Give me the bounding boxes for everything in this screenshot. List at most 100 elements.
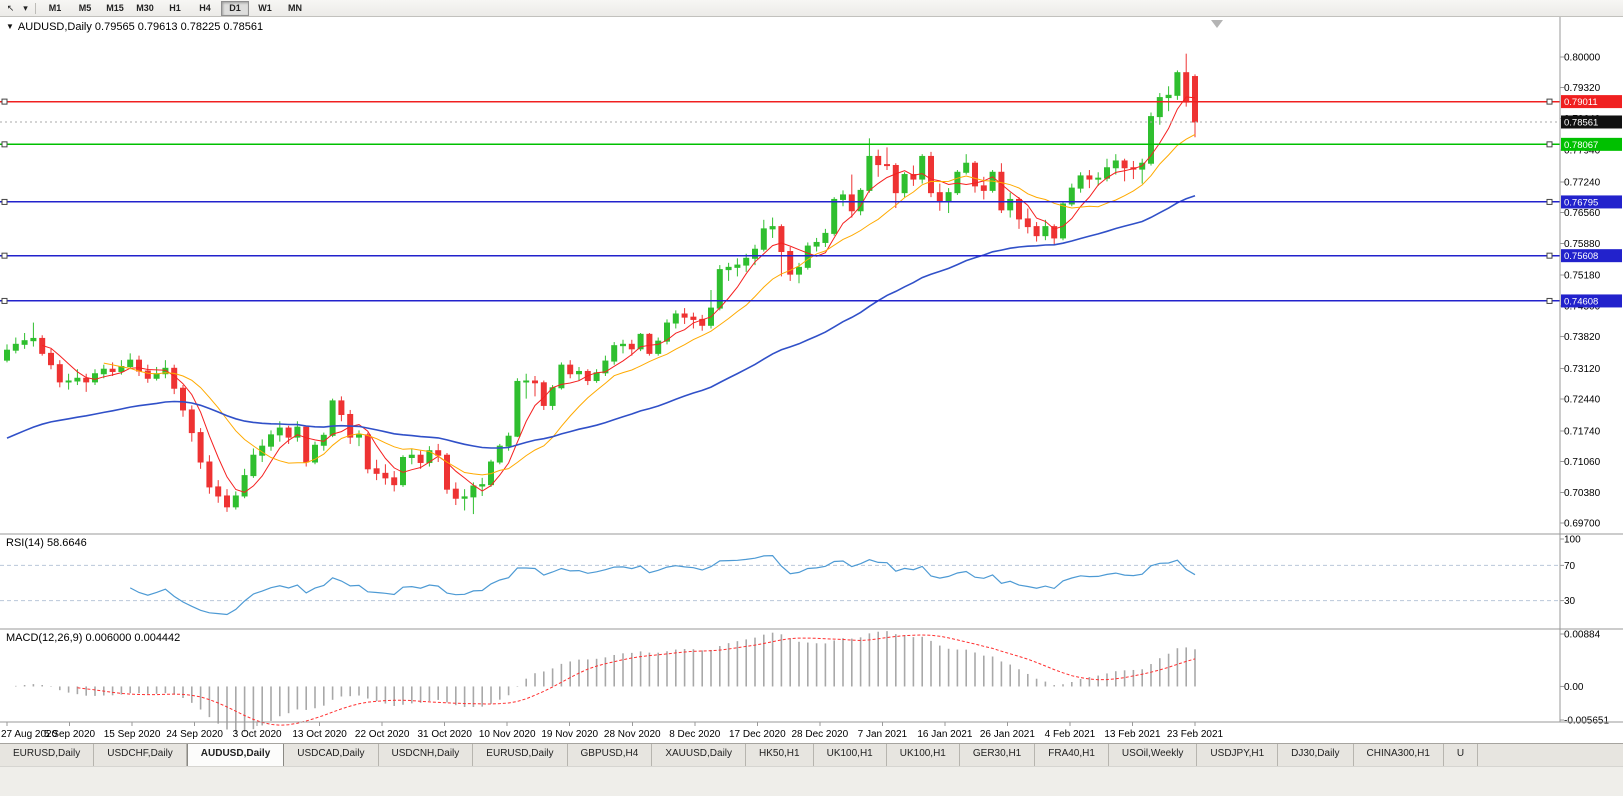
chart-region[interactable]: ▼ AUDUSD,Daily 0.79565 0.79613 0.78225 0.… xyxy=(0,17,1623,743)
date-tick-label: 13 Feb 2021 xyxy=(1104,729,1161,740)
hline-price-badge-label: 0.75608 xyxy=(1564,251,1598,262)
date-tick-label: 27 Aug 2020 xyxy=(1,729,58,740)
timeframe-button-w1[interactable]: W1 xyxy=(258,2,272,13)
chart-tab-uk100-h1[interactable]: UK100,H1 xyxy=(814,744,887,766)
hline-handle[interactable] xyxy=(1546,141,1553,148)
price-tick-label: 0.77240 xyxy=(1564,177,1601,188)
hline-handle[interactable] xyxy=(1,198,8,205)
rsi-line xyxy=(129,554,1196,616)
date-tick-label: 4 Feb 2021 xyxy=(1045,729,1096,740)
hline-handle[interactable] xyxy=(1,98,8,105)
chart-tab-dj30-daily[interactable]: DJ30,Daily xyxy=(1278,744,1354,766)
macd-indicator-label: MACD(12,26,9) 0.006000 0.004442 xyxy=(6,632,181,644)
timeframe-button-h1[interactable]: H1 xyxy=(169,2,181,13)
rsi-scale-label: 100 xyxy=(1564,535,1581,546)
timeframe-button-d1[interactable]: D1 xyxy=(221,0,249,16)
chart-tab-eurusd-daily[interactable]: EURUSD,Daily xyxy=(0,744,95,766)
rsi-scale-label: 70 xyxy=(1564,561,1576,572)
chart-tab-china300-h1[interactable]: CHINA300,H1 xyxy=(1354,744,1444,766)
hline-price-badge-label: 0.79011 xyxy=(1564,97,1598,108)
timeframe-toolbar: ↖ ▾ M1 M5 M15 M30 H1 H4 D1 W1 MN xyxy=(0,0,1623,17)
price-tick-label: 0.70380 xyxy=(1564,488,1601,499)
chart-tab-usdcnh-daily[interactable]: USDCNH,Daily xyxy=(379,744,474,766)
chart-canvas[interactable]: 0.800000.793200.786400.779400.772400.765… xyxy=(0,17,1623,743)
chart-tab-u[interactable]: U xyxy=(1444,744,1479,766)
date-tick-label: 24 Sep 2020 xyxy=(166,729,223,740)
price-tick-label: 0.79320 xyxy=(1564,83,1601,94)
chart-tab-ger30-h1[interactable]: GER30,H1 xyxy=(960,744,1036,766)
chart-tab-usdjpy-h1[interactable]: USDJPY,H1 xyxy=(1197,744,1279,766)
date-tick-label: 15 Sep 2020 xyxy=(104,729,161,740)
timeframe-button-m30[interactable]: M30 xyxy=(136,2,154,13)
date-tick-label: 22 Oct 2020 xyxy=(355,729,410,740)
ma-mid-line xyxy=(103,133,1196,476)
macd-scale-label: 0.00 xyxy=(1564,682,1584,693)
hline-handle[interactable] xyxy=(1,141,8,148)
date-tick-label: 5 Sep 2020 xyxy=(44,729,96,740)
hline-handle[interactable] xyxy=(1,297,8,304)
hline-handle[interactable] xyxy=(1546,252,1553,259)
chart-tab-eurusd-daily[interactable]: EURUSD,Daily xyxy=(473,744,568,766)
hline-0.79011[interactable]: 0.79011 xyxy=(0,95,1622,109)
date-tick-label: 23 Feb 2021 xyxy=(1167,729,1224,740)
chart-title: ▼ AUDUSD,Daily 0.79565 0.79613 0.78225 0.… xyxy=(6,21,263,33)
date-tick-label: 10 Nov 2020 xyxy=(479,729,536,740)
hline-price-badge-label: 0.76795 xyxy=(1564,197,1598,208)
hline-price-badge xyxy=(1561,294,1622,308)
hline-handle[interactable] xyxy=(1546,297,1553,304)
macd-signal-line xyxy=(77,634,1196,726)
price-tick-label: 0.75880 xyxy=(1564,239,1601,250)
chart-tab-uk100-h1[interactable]: UK100,H1 xyxy=(887,744,960,766)
hline-0.78067[interactable]: 0.78067 xyxy=(0,137,1622,151)
hline-handle[interactable] xyxy=(1,252,8,259)
price-tick-label: 0.80000 xyxy=(1564,52,1601,63)
hline-0.76795[interactable]: 0.76795 xyxy=(0,195,1622,209)
date-tick-label: 7 Jan 2021 xyxy=(858,729,908,740)
chart-tab-hk50-h1[interactable]: HK50,H1 xyxy=(746,744,814,766)
timeframe-button-m5[interactable]: M5 xyxy=(78,2,92,13)
macd-scale-label: 0.00884 xyxy=(1564,630,1601,641)
chart-tab-usdcad-daily[interactable]: USDCAD,Daily xyxy=(284,744,379,766)
chart-tabs-bar: EURUSD,Daily USDCHF,Daily AUDUSD,Daily USDC… xyxy=(0,743,1623,766)
hline-0.74608[interactable]: 0.74608 xyxy=(0,294,1622,308)
chart-tab-gbpusd-h4[interactable]: GBPUSD,H4 xyxy=(568,744,653,766)
cursor-arrow-icon[interactable]: ↖ xyxy=(6,2,15,13)
chart-tab-usoil-weekly[interactable]: USOil,Weekly xyxy=(1109,744,1198,766)
hline-price-badge-label: 0.78067 xyxy=(1564,140,1598,151)
price-tick-label: 0.77940 xyxy=(1564,146,1601,157)
timeframe-button-m1[interactable]: M1 xyxy=(48,2,62,13)
hline-handle[interactable] xyxy=(1546,198,1553,205)
timeframe-button-mn[interactable]: MN xyxy=(288,2,302,13)
date-tick-label: 28 Nov 2020 xyxy=(604,729,661,740)
timeframe-button-h4[interactable]: H4 xyxy=(199,2,211,13)
chart-shift-marker-icon[interactable] xyxy=(1211,20,1223,28)
chart-title-caret-icon: ▼ xyxy=(6,22,14,31)
date-tick-label: 31 Oct 2020 xyxy=(417,729,472,740)
status-bar xyxy=(0,766,1623,796)
hline-price-badge xyxy=(1561,249,1622,263)
price-tick-label: 0.73820 xyxy=(1564,332,1601,343)
hline-price-badge xyxy=(1561,95,1622,109)
chart-tab-fra40-h1[interactable]: FRA40,H1 xyxy=(1035,744,1109,766)
timeframe-button-m15[interactable]: M15 xyxy=(106,2,124,13)
date-tick-label: 28 Dec 2020 xyxy=(791,729,848,740)
chart-tab-xauusd-daily[interactable]: XAUUSD,Daily xyxy=(652,744,747,766)
hline-0.75608[interactable]: 0.75608 xyxy=(0,249,1622,263)
date-tick-label: 26 Jan 2021 xyxy=(980,729,1035,740)
hline-handle[interactable] xyxy=(1546,98,1553,105)
chart-tab-audusd-daily[interactable]: AUDUSD,Daily xyxy=(186,744,285,766)
ma-slow-line xyxy=(6,195,1196,449)
date-tick-label: 3 Oct 2020 xyxy=(233,729,282,740)
date-tick-label: 16 Jan 2021 xyxy=(917,729,972,740)
date-tick-label: 8 Dec 2020 xyxy=(669,729,721,740)
hline-price-badge xyxy=(1561,195,1622,209)
price-tick-label: 0.71740 xyxy=(1564,426,1601,437)
bid-price-badge: 0.78561 xyxy=(1561,115,1622,129)
price-tick-label: 0.71060 xyxy=(1564,457,1601,468)
price-tick-label: 0.72440 xyxy=(1564,395,1601,406)
bid-price-badge-label: 0.78561 xyxy=(1564,117,1598,128)
chart-tab-usdchf-daily[interactable]: USDCHF,Daily xyxy=(94,744,187,766)
dropdown-caret-icon[interactable]: ▾ xyxy=(23,2,28,13)
price-tick-label: 0.69700 xyxy=(1564,519,1601,530)
